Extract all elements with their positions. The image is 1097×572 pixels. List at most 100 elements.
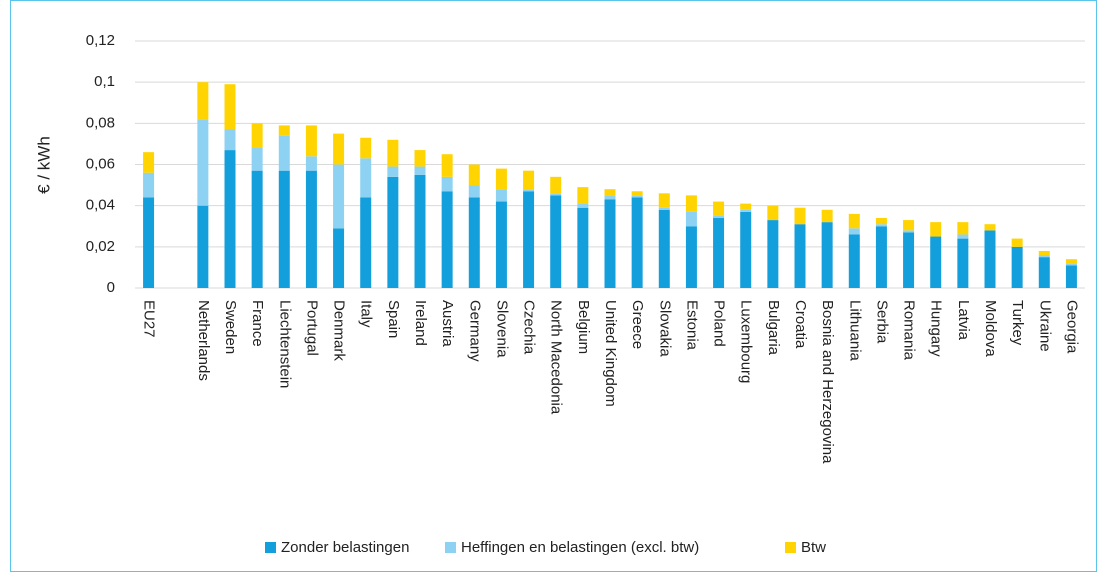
bar-segment [360,158,372,198]
y-tick-label: 0,02 [86,238,115,255]
bar-segment [794,224,806,288]
x-tick-label: Ukraine [1036,300,1053,352]
y-tick-label: 0,04 [86,197,115,214]
bar-segment [197,82,209,120]
bar-segment [658,193,670,208]
x-tick-label: Liechtenstein [276,300,293,388]
bar-segment [143,197,155,288]
x-tick-label: Bosnia and Herzegovina [819,300,836,464]
x-tick-label: Italy [358,300,375,328]
x-tick-label: Germany [466,300,483,362]
bar-segment [305,125,317,157]
bar-segment [740,209,752,212]
x-tick-label: Lithuania [846,300,863,362]
bar-segment [984,224,996,231]
bar-segment [278,170,290,288]
bar-segment [1011,246,1023,288]
bar-segment [903,220,915,231]
bar-segment [224,84,236,130]
bar-segment [740,211,752,288]
x-tick-label: Romania [901,300,918,361]
x-tick-label: France [249,300,266,347]
bar-segment [387,139,399,167]
bar-segment [360,137,372,159]
bar-segment [468,164,480,186]
bar-segment [333,228,345,288]
x-tick-label: Slovenia [493,300,510,358]
y-tick-label: 0 [107,279,115,296]
bar-segment [523,189,535,192]
bar-segment [523,191,535,288]
bar-segment [713,215,725,219]
bar-segment [441,154,453,177]
x-tick-label: Greece [629,300,646,349]
legend-swatch [445,542,456,553]
x-tick-label: Bulgaria [765,300,782,356]
bar-segment [930,236,942,288]
bar-segment [658,209,670,288]
x-tick-label: Portugal [303,300,320,356]
bar-segment [577,203,589,208]
bar-segment [333,133,345,165]
bar-segment [604,189,616,196]
bar-segment [224,129,236,151]
bar-segment [631,191,643,196]
y-tick-label: 0,12 [86,32,115,49]
bar-segment [658,207,670,210]
bar-segment [441,191,453,288]
bar-segment [903,232,915,288]
bar-segment [468,197,480,288]
bar-segment [224,150,236,288]
bar-segment [1011,238,1023,247]
x-tick-label: Latvia [955,300,972,341]
x-tick-label: Sweden [222,300,239,354]
bar-segment [577,207,589,288]
bar-segment [495,189,507,202]
bar-segment [604,195,616,200]
legend-label: Heffingen en belastingen (excl. btw) [461,539,699,556]
bar-segment [550,176,562,194]
x-tick-label: Slovakia [656,300,673,357]
bar-segment [577,187,589,204]
bar-segment [143,152,155,173]
bar-segment [604,199,616,288]
bar-segment [495,201,507,288]
bar-segment [414,150,426,167]
bar-segment [305,156,317,171]
bar-segment [550,193,562,196]
bar-segment [794,207,806,225]
x-tick-label: Austria [439,300,456,347]
y-tick-label: 0,06 [86,155,115,172]
bar-segment [740,203,752,210]
bar-segment [387,166,399,177]
x-tick-label: Netherlands [195,300,212,381]
x-tick-label: EU27 [141,300,158,338]
bar-segment [1065,259,1077,264]
x-tick-label: Luxembourg [738,300,755,383]
x-tick-label: Moldova [982,300,999,357]
bar-segment [957,222,969,235]
x-tick-label: Belgium [575,300,592,354]
bar-segment [414,166,426,175]
x-tick-label: Estonia [683,300,700,351]
bar-segment [197,119,209,206]
bar-segment [197,205,209,288]
x-tick-label: Spain [385,300,402,338]
bar-segment [278,135,290,171]
bar-segment [957,238,969,288]
bar-segment [821,222,833,288]
x-tick-label: United Kingdom [602,300,619,407]
bar-segment [468,185,480,198]
bar-segment [305,170,317,288]
bar-segment [360,197,372,288]
x-tick-label: Serbia [873,300,890,344]
y-tick-label: 0,1 [94,73,115,90]
x-tick-label: Ireland [412,300,429,346]
bar-segment [875,224,887,227]
bar-segment [903,230,915,233]
bar-segment [1038,257,1050,288]
bar-segment [251,148,263,171]
x-tick-label: North Macedonia [548,300,565,415]
bar-segment [523,170,535,190]
